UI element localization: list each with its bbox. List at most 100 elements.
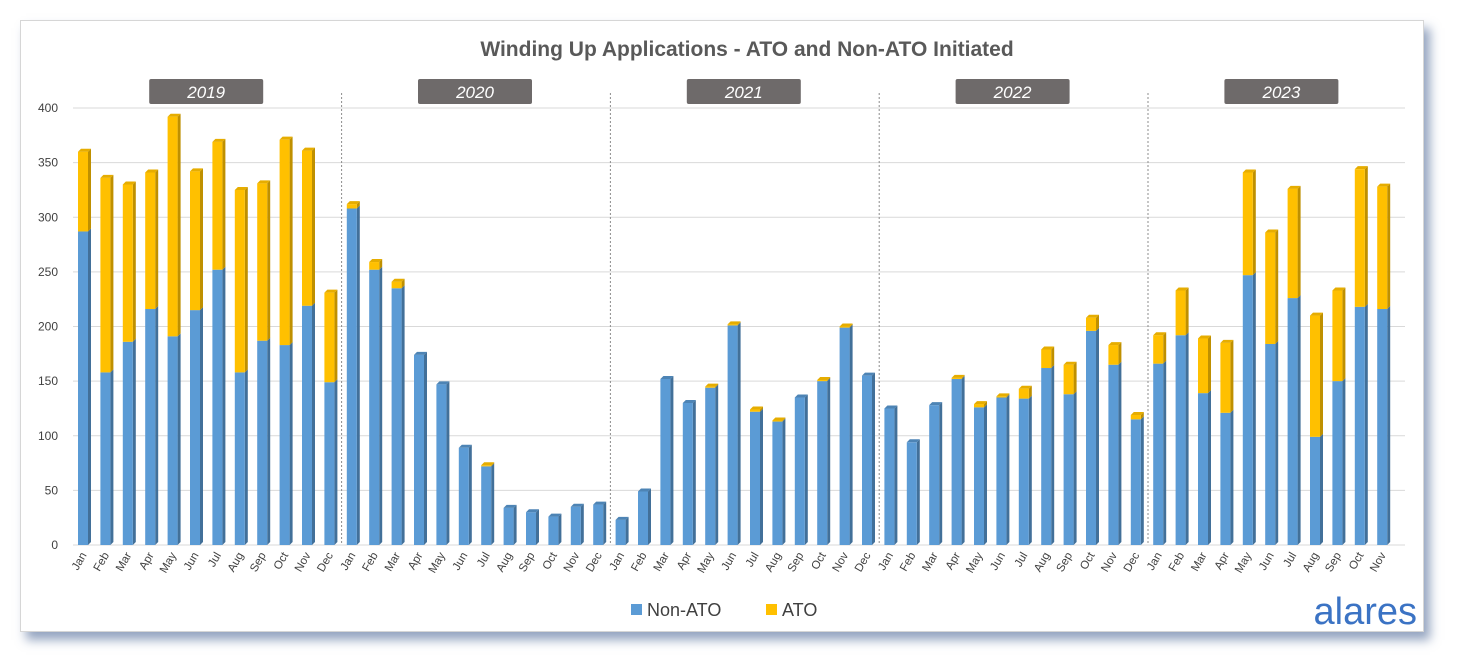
x-tick-label: May (427, 550, 448, 575)
bar-segment-non-ato (862, 375, 872, 545)
year-label: 2023 (1261, 83, 1300, 102)
x-tick-label: Feb (1167, 551, 1187, 574)
bar-side-non-ato (132, 338, 136, 545)
bar-side-ato (1252, 169, 1256, 276)
bar-top (548, 513, 562, 517)
bar-side-non-ato (558, 513, 562, 545)
x-tick-label: Dec (853, 550, 874, 574)
bar-side-non-ato (782, 418, 786, 545)
x-tick-label: Aug (1032, 551, 1053, 575)
bar-top (750, 406, 763, 410)
bar-side-non-ato (1252, 272, 1256, 545)
bar-top (1108, 342, 1122, 346)
bar-side-non-ato (1140, 416, 1144, 545)
bar-0 (78, 148, 91, 545)
y-tick-label: 100 (38, 429, 58, 443)
bar-segment-non-ato (279, 345, 290, 545)
bar-segment-non-ato (1086, 330, 1096, 545)
x-tick-label: Nov (1099, 550, 1120, 574)
bar-top (122, 181, 136, 185)
bar-side-non-ato (849, 324, 853, 545)
bar-side-non-ato (110, 369, 114, 545)
bar-segment-non-ato (817, 381, 828, 545)
bar-side-non-ato (1320, 433, 1323, 545)
y-tick-label: 200 (38, 320, 58, 334)
bar-12 (346, 201, 360, 545)
bar-44 (1063, 361, 1077, 545)
bar-segment-ato (100, 177, 111, 373)
bar-top (1354, 166, 1368, 170)
bar-side-ato (961, 374, 965, 379)
bar-top (436, 381, 450, 385)
bar-segment-non-ato (1108, 364, 1119, 545)
bar-58 (1377, 183, 1391, 545)
bar-top (996, 393, 1010, 397)
bar-2 (122, 181, 136, 545)
bar-22 (570, 503, 584, 545)
bar-segment-non-ato (414, 354, 424, 545)
bar-side-non-ato (625, 516, 629, 545)
bar-side-non-ato (468, 444, 472, 545)
x-tick-label: Aug (226, 551, 247, 575)
bar-side-non-ato (379, 266, 383, 545)
bar-side-non-ato (312, 302, 315, 545)
bar-top (1287, 185, 1301, 189)
bar-20 (526, 509, 539, 545)
bar-segment-ato (727, 324, 738, 326)
bar-segment-non-ato (727, 325, 738, 545)
y-tick-label: 300 (38, 210, 58, 224)
bar-top (862, 372, 875, 376)
bar-segment-non-ato (526, 512, 536, 545)
bar-side-non-ato (155, 306, 159, 545)
x-tick-label: Sep (786, 551, 807, 575)
bars (78, 113, 1391, 545)
bar-21 (548, 513, 562, 545)
x-tick-label: Jan (339, 551, 359, 573)
x-tick-label: Oct (1078, 550, 1098, 572)
x-tick-label: Jul (1013, 551, 1031, 570)
bar-segment-non-ato (212, 269, 223, 545)
bar-side-non-ato (1230, 409, 1234, 545)
bar-segment-ato (1310, 315, 1320, 437)
bar-side-ato (289, 136, 293, 346)
bar-segment-non-ato (1354, 306, 1365, 545)
bar-segment-non-ato (1063, 394, 1074, 545)
bar-segment-non-ato (436, 384, 447, 545)
bar-6 (212, 138, 226, 545)
bar-side-non-ato (334, 379, 338, 545)
x-tick-label: Mar (1189, 550, 1209, 573)
bar-segment-non-ato (974, 407, 984, 545)
bar-top (100, 174, 114, 178)
bar-26 (660, 375, 674, 545)
bar-side-non-ato (424, 351, 427, 545)
year-label: 2019 (186, 83, 225, 102)
bar-side-ato (984, 401, 987, 408)
bar-16 (436, 381, 450, 545)
chart-card: Winding Up Applications - ATO and Non-AT… (20, 20, 1424, 632)
x-tick-label: Jan (608, 551, 628, 573)
bar-top (302, 147, 315, 151)
x-tick-label: Jun (988, 551, 1008, 573)
bar-segment-non-ato (1287, 298, 1298, 545)
chart: Winding Up Applications - ATO and Non-AT… (38, 38, 1417, 631)
bar-top (167, 113, 181, 117)
bar-side-ato (1140, 411, 1144, 420)
bar-side-non-ato (536, 509, 539, 545)
x-tick-label: Jul (744, 551, 762, 570)
year-label-box (686, 79, 801, 104)
bar-side-ato (222, 138, 226, 270)
bar-segment-non-ato (615, 519, 626, 545)
bar-43 (1041, 346, 1055, 545)
bar-top (951, 374, 965, 378)
bar-31 (772, 417, 786, 545)
bar-side-ato (827, 377, 831, 382)
bar-segment-ato (1130, 414, 1141, 420)
bar-segment-ato (212, 141, 223, 270)
x-tick-label: Apr (1213, 550, 1232, 572)
bar-top (1130, 411, 1144, 415)
bar-side-non-ato (289, 342, 293, 545)
bar-segment-ato (1086, 317, 1096, 331)
bar-37 (906, 439, 920, 545)
bar-segment-ato (1108, 345, 1119, 365)
bar-side-ato (244, 186, 248, 373)
